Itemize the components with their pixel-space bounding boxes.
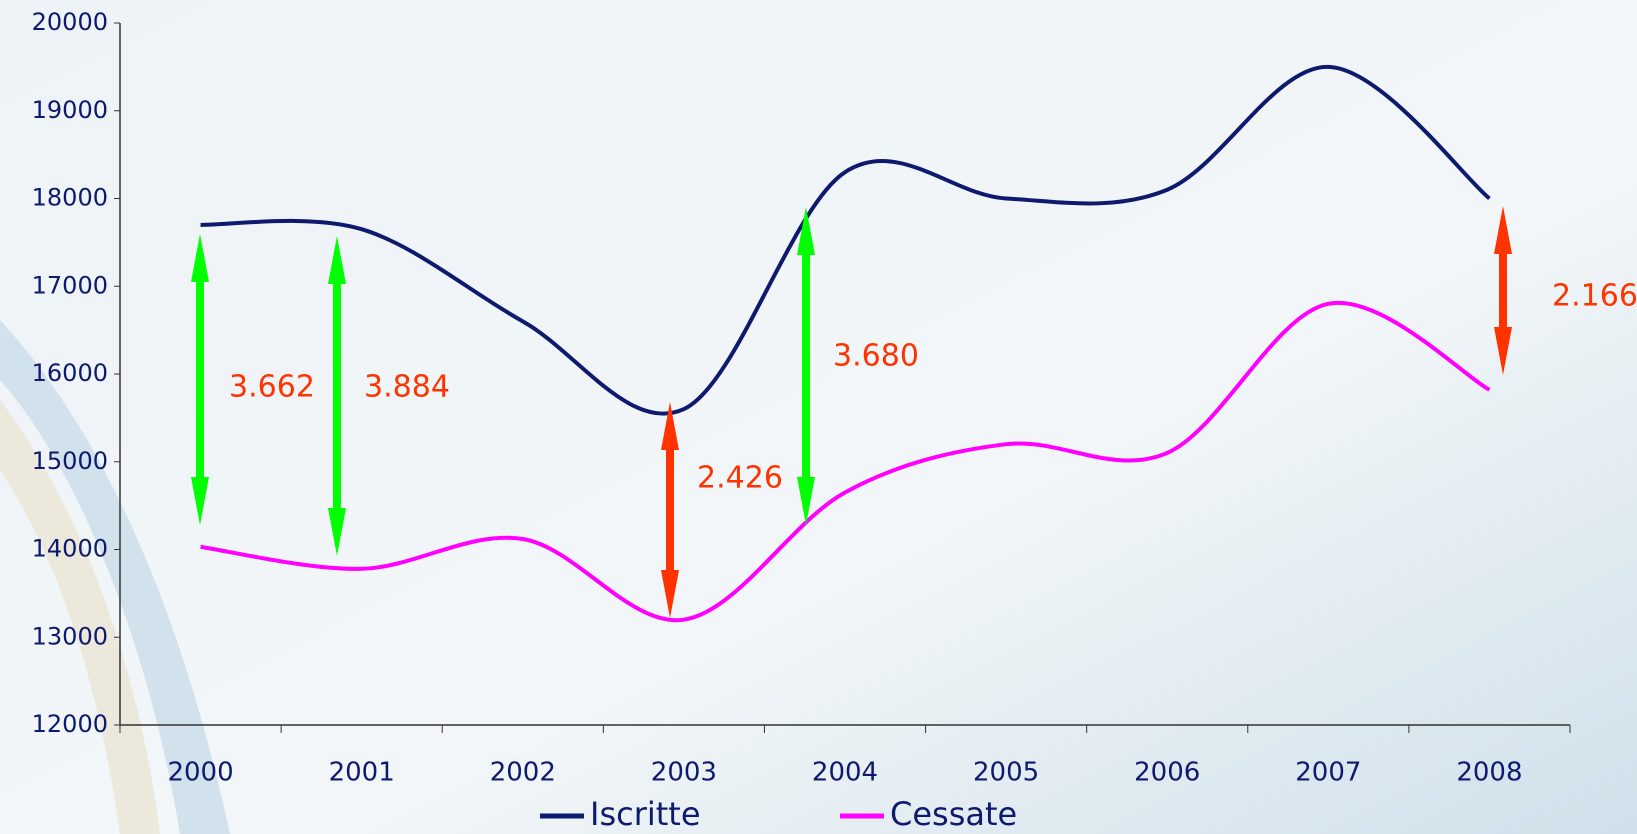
- y-tick-label: 19000: [32, 96, 108, 124]
- arrow-head: [661, 402, 679, 450]
- y-tick-label: 16000: [32, 359, 108, 387]
- arrow-head: [1494, 206, 1512, 254]
- x-tick-label: 2007: [1295, 758, 1361, 788]
- legend-label: Iscritte: [590, 795, 701, 833]
- annotation: 2.166: [1552, 279, 1637, 314]
- arrow-head: [797, 207, 815, 255]
- y-tick-label: 18000: [32, 184, 108, 212]
- annotation: 3.884: [364, 370, 450, 405]
- legend-label: Cessate: [890, 795, 1017, 833]
- x-tick-label: 2008: [1456, 758, 1522, 788]
- y-tick-label: 14000: [32, 535, 108, 563]
- arrow-head: [1494, 327, 1512, 375]
- y-tick-label: 17000: [32, 271, 108, 299]
- arrow-head: [328, 508, 346, 556]
- annotation: 2.426: [697, 461, 783, 496]
- series-line: [200, 64, 1491, 416]
- arrow-head: [191, 234, 209, 282]
- y-tick-label: 20000: [32, 8, 108, 36]
- x-tick-label: 2006: [1134, 758, 1200, 788]
- series-line: [200, 300, 1491, 623]
- arrow-head: [328, 236, 346, 284]
- annotation: 3.680: [833, 339, 919, 374]
- decoration: [0, 320, 230, 834]
- y-tick-label: 15000: [32, 447, 108, 475]
- x-tick-label: 2000: [167, 758, 233, 788]
- x-tick-label: 2001: [329, 758, 395, 788]
- arrow-head: [661, 570, 679, 618]
- x-tick-label: 2004: [812, 758, 878, 788]
- arrow-head: [797, 477, 815, 525]
- arrow-head: [191, 477, 209, 525]
- y-tick-label: 13000: [32, 622, 108, 650]
- annotation: 3.662: [229, 370, 315, 405]
- x-tick-label: 2003: [651, 758, 717, 788]
- x-tick-label: 2005: [973, 758, 1039, 788]
- x-tick-label: 2002: [490, 758, 556, 788]
- y-tick-label: 12000: [32, 710, 108, 738]
